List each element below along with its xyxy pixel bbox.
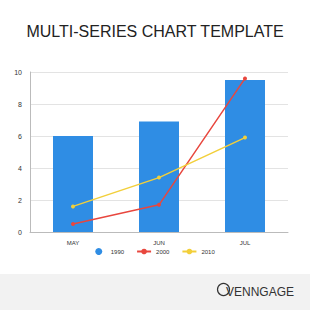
svg-text:JUL: JUL — [240, 240, 251, 246]
svg-text:2000: 2000 — [156, 249, 170, 255]
svg-text:6: 6 — [18, 133, 22, 140]
svg-text:2010: 2010 — [201, 249, 215, 255]
svg-text:2: 2 — [18, 197, 22, 204]
svg-text:JUN: JUN — [153, 240, 165, 246]
svg-text:MULTI-SERIES CHART TEMPLATE: MULTI-SERIES CHART TEMPLATE — [26, 23, 283, 40]
svg-text:MAY: MAY — [67, 240, 80, 246]
svg-text:8: 8 — [18, 101, 22, 108]
svg-text:0: 0 — [18, 229, 22, 236]
svg-text:VENNGAGE: VENNGAGE — [226, 285, 294, 299]
svg-text:4: 4 — [18, 165, 22, 172]
svg-text:10: 10 — [14, 69, 22, 76]
svg-text:1990: 1990 — [111, 249, 125, 255]
